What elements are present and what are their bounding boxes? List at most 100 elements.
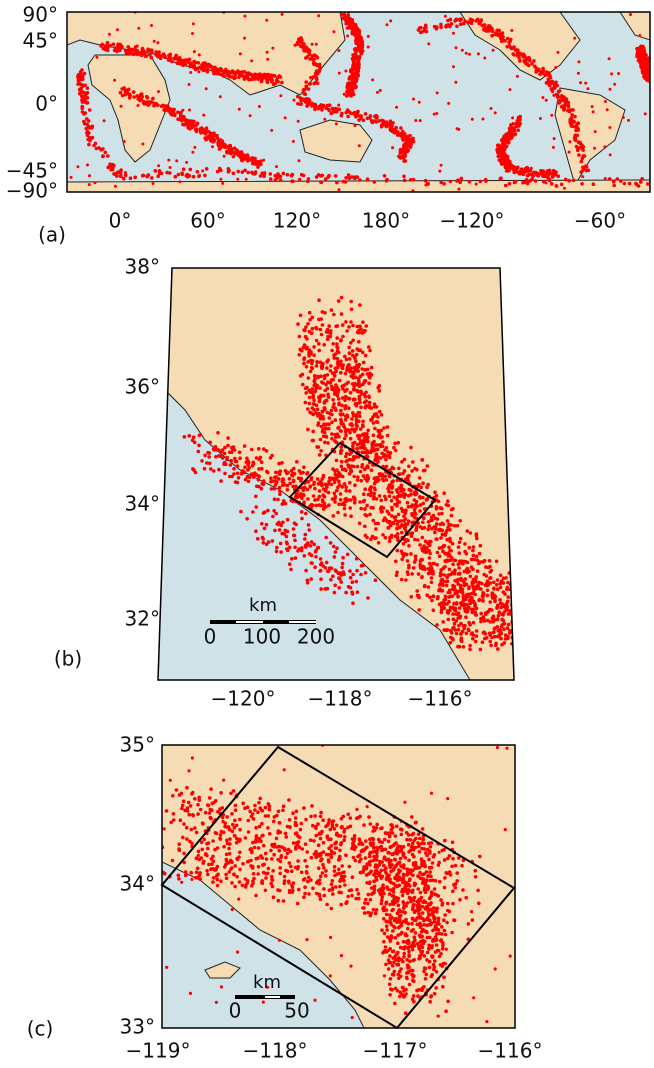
earthquake-dot [241,802,245,806]
earthquake-dot [391,479,395,483]
earthquake-dot [329,541,333,545]
earthquake-dot [157,54,161,58]
earthquake-dot [188,109,191,112]
earthquake-dot [425,485,429,489]
earthquake-dot [438,546,442,550]
earthquake-dot [349,94,353,98]
earthquake-dot [271,885,275,889]
earthquake-dot [395,571,399,575]
earthquake-dot [330,112,334,116]
earthquake-dot [458,645,462,649]
earthquake-dot [326,393,330,397]
earthquake-dot [351,324,355,328]
earthquake-dot [395,498,399,502]
earthquake-dot [288,861,292,865]
earthquake-dot [342,384,346,388]
earthquake-dot [280,532,284,536]
earthquake-dot [451,584,455,588]
earthquake-dot [482,631,486,635]
earthquake-dot [488,640,492,644]
earthquake-dot [328,416,332,420]
earthquake-dot [264,852,268,856]
earthquake-dot [196,803,200,807]
earthquake-dot [326,328,330,332]
earthquake-dot [404,578,408,582]
earthquake-dot [432,608,436,612]
earthquake-dot [187,813,191,817]
earthquake-dot [339,412,343,416]
earthquake-dot [506,600,510,604]
earthquake-dot [271,539,275,543]
earthquake-dot [194,124,198,128]
earthquake-dot [302,500,306,504]
earthquake-dot [480,18,484,22]
page: {"panels": [ {"label": "(a)", "lat_ticks… [0,0,654,1064]
earthquake-dot [347,346,351,350]
earthquake-dot [305,87,309,91]
earthquake-dot [214,455,218,459]
earthquake-dot [302,362,306,366]
earthquake-dot [585,169,589,173]
earthquake-dot [423,469,427,473]
earthquake-dot [458,180,462,184]
earthquake-dot [400,833,404,837]
earthquake-dot [282,804,286,808]
earthquake-dot [304,386,308,390]
earthquake-dot [379,89,382,92]
earthquake-dot [409,145,413,149]
earthquake-dot [319,180,323,184]
earthquake-dot [366,451,370,455]
earthquake-dot [360,392,364,396]
earthquake-dot [430,576,434,580]
earthquake-dot [205,167,209,171]
earthquake-dot [306,471,310,475]
earthquake-dot [363,911,367,915]
earthquake-dot [447,600,451,604]
earthquake-dot [526,174,530,178]
earthquake-dot [509,134,513,138]
earthquake-dot [373,405,377,409]
earthquake-dot [178,180,181,183]
earthquake-dot [239,155,243,159]
earthquake-dot [361,49,365,53]
earthquake-dot [333,865,337,869]
earthquake-dot [346,381,350,385]
earthquake-dot [243,37,246,40]
earthquake-dot [330,308,334,312]
earthquake-dot [265,543,269,547]
earthquake-dot [255,485,259,489]
earthquake-dot [332,402,336,406]
earthquake-dot [405,142,409,146]
earthquake-dot [395,130,399,134]
earthquake-dot [221,142,225,146]
panel-a [67,10,654,192]
earthquake-dot [402,542,406,546]
earthquake-dot [378,384,382,388]
earthquake-dot [434,517,438,521]
earthquake-dot [577,60,580,63]
earthquake-dot [411,521,415,525]
earthquake-dot [344,455,348,459]
earthquake-dot [295,810,299,814]
earthquake-dot [354,54,358,58]
earthquake-dot [352,414,356,418]
earthquake-dot [338,49,341,52]
earthquake-dot [627,119,630,122]
earthquake-dot [264,889,268,893]
earthquake-dot [500,162,504,166]
earthquake-dot [70,176,73,179]
earthquake-dot [262,159,265,162]
earthquake-dot [141,47,145,51]
earthquake-dot [358,442,362,446]
earthquake-dot [518,59,522,63]
earthquake-dot [447,554,451,558]
earthquake-dot [343,405,347,409]
earthquake-dot [443,598,447,602]
earthquake-dot [449,180,453,184]
earthquake-dot [192,120,196,124]
earthquake-dot [238,851,242,855]
earthquake-dot [414,119,417,122]
earthquake-dot [153,40,156,43]
earthquake-dot [390,486,394,490]
earthquake-dot [136,45,139,48]
